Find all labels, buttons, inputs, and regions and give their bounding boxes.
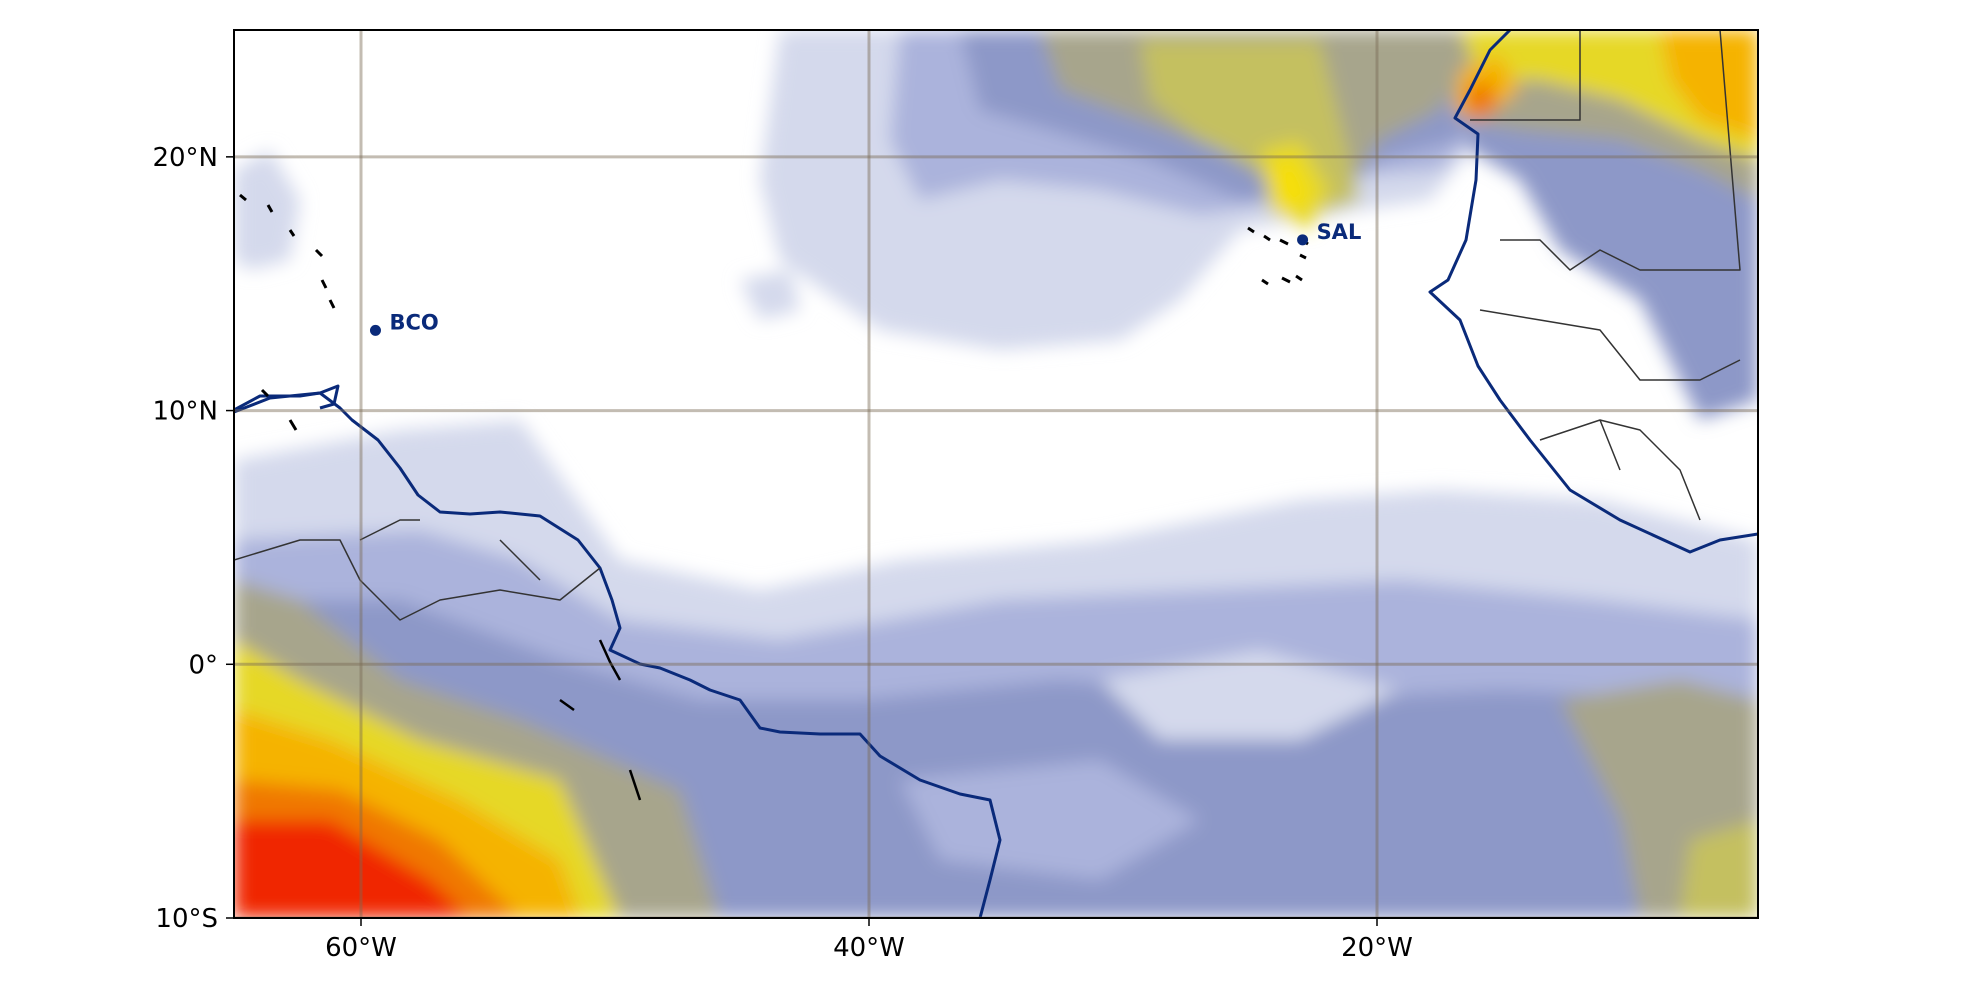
station-marker-bco[interactable] xyxy=(369,324,381,336)
axis-layer: 60°W 40°W 20°W 20°N 10°N 0° 10°S xyxy=(152,143,1412,963)
field-africa-orange xyxy=(1660,30,1758,140)
coastline-africa xyxy=(1428,30,1758,554)
field-patch-small xyxy=(740,270,800,320)
coastline-south-america xyxy=(234,391,1002,918)
field-sa-red xyxy=(234,820,470,918)
border-lines-south-america xyxy=(234,519,601,621)
y-tick-label: 0° xyxy=(188,650,218,680)
field-patch-equator-white xyxy=(1100,650,1400,740)
x-tick-label: 60°W xyxy=(325,933,397,963)
station-label-sal: SAL xyxy=(1317,220,1362,244)
y-tick-label: 20°N xyxy=(152,143,218,173)
coastline-central-america xyxy=(234,384,340,412)
station-label-bco: BCO xyxy=(389,310,438,334)
field-se-yellow xyxy=(1680,820,1758,918)
gridlines xyxy=(234,30,1758,918)
field-patch-south-light xyxy=(900,760,1200,880)
map-area[interactable]: BCO SAL xyxy=(234,30,1758,918)
coastline-layer xyxy=(234,30,1758,918)
islands-amazon-delta xyxy=(559,639,642,801)
islands-caribbean xyxy=(239,193,336,431)
field-africa-coast-red xyxy=(1465,80,1498,120)
x-tick-label: 40°W xyxy=(833,933,905,963)
aerosol-field-layer xyxy=(234,30,1758,918)
map-frame xyxy=(233,29,1759,919)
x-tick-label: 20°W xyxy=(1341,933,1413,963)
border-lines-africa xyxy=(1470,30,1741,521)
station-marker-sal[interactable] xyxy=(1297,234,1309,246)
field-patch-west xyxy=(234,150,300,270)
y-tick-label: 10°N xyxy=(152,397,218,427)
station-layer: BCO SAL xyxy=(369,220,1362,336)
y-tick-label: 10°S xyxy=(155,904,218,934)
field-core-sal-inner xyxy=(1270,160,1310,215)
